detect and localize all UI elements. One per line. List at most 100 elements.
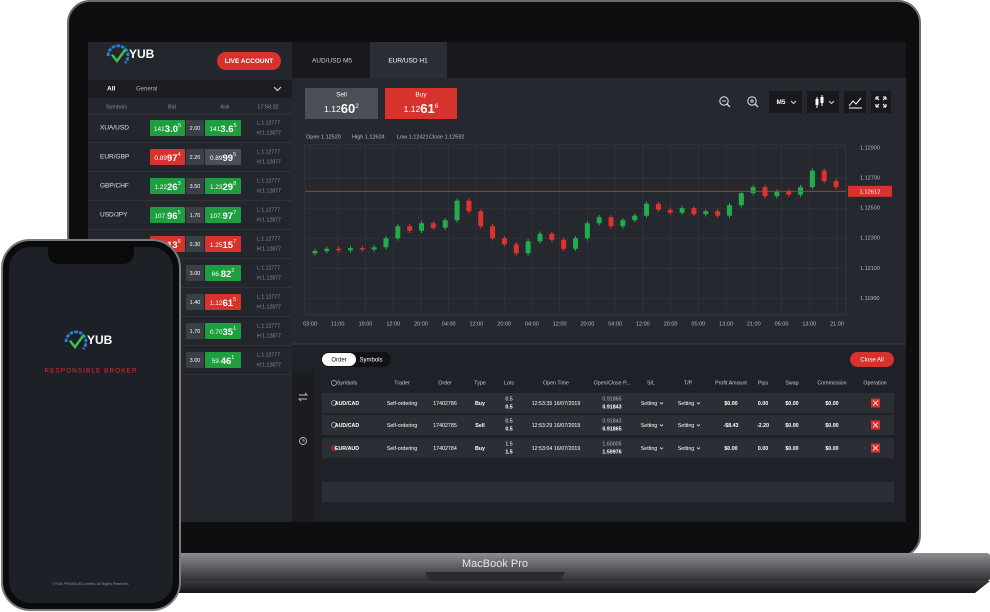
candle-body (833, 181, 839, 188)
cell-sl[interactable]: Setting (641, 446, 658, 452)
symbol: XUA/USD (100, 125, 129, 132)
account-button-label: LIVE ACCOUNT (225, 58, 274, 65)
row-radio[interactable] (331, 400, 337, 406)
column-header: Bid (168, 104, 176, 110)
high-price: H:1.12877 (257, 304, 281, 310)
ask-box[interactable] (205, 120, 241, 136)
x-tick-label: 20:00 (414, 321, 428, 327)
buy-price: 1.12616 (404, 101, 439, 116)
ask-box[interactable] (205, 294, 241, 310)
price-sup: 5 (178, 124, 181, 130)
candle-body (703, 211, 709, 215)
bid-box[interactable] (150, 120, 185, 136)
logo-text: YUB (129, 47, 155, 61)
price-big: 29 (223, 182, 234, 193)
ask-box[interactable] (205, 323, 241, 339)
ask-box[interactable] (205, 265, 241, 281)
candle-body (513, 244, 519, 254)
table-header: Swap (785, 380, 798, 386)
dropdown-arrow (696, 447, 701, 450)
cell-tp[interactable]: Setting (678, 401, 695, 407)
bid-box[interactable] (150, 178, 185, 194)
close-all-button[interactable] (850, 352, 894, 367)
spread-box (186, 236, 204, 252)
segment-tab[interactable]: Symbols (359, 358, 382, 364)
candle-body (786, 191, 792, 195)
price-big: 61 (420, 101, 434, 116)
candle-body (383, 238, 389, 248)
candle-body (596, 217, 602, 224)
account-button[interactable] (217, 52, 281, 70)
bid-price: 0.89974 (154, 153, 180, 164)
row-radio-dot (332, 446, 336, 450)
logo-check (69, 334, 85, 350)
ask-box[interactable] (205, 352, 241, 368)
table-row (322, 438, 894, 458)
ask-box[interactable] (205, 207, 241, 223)
row-radio[interactable] (331, 445, 337, 451)
spread: 3.00 (190, 358, 201, 364)
close-all-label[interactable]: Close All (860, 358, 883, 364)
x-tick-label: 19:00 (359, 321, 373, 327)
price-big: 13 (167, 240, 178, 251)
tab[interactable]: EUR/USD H1 (388, 58, 428, 65)
cell-tp[interactable]: Setting (678, 423, 695, 429)
bid-box[interactable] (150, 149, 185, 165)
spread-box (186, 352, 204, 368)
phone-tagline: RESPONSIBLE BROKER (44, 368, 137, 375)
ohlc-readout: Close 1.12592 (429, 134, 464, 140)
low-price: L:1.12777 (257, 323, 280, 329)
x-tick-label: 12:00 (636, 321, 650, 327)
zoom-in[interactable] (747, 96, 757, 106)
cell-open_time: 12:53:35 16/07/2019 (532, 401, 581, 407)
cell-commission: $0.00 (825, 423, 838, 429)
ask-box[interactable] (205, 178, 241, 194)
segment-tab[interactable]: Order (331, 358, 346, 364)
candle-body (679, 208, 685, 213)
high-price: H:1.12877 (257, 130, 281, 136)
toolbar-button[interactable] (871, 91, 891, 113)
segment-active[interactable] (322, 353, 356, 366)
x-tick-label: 20:00 (580, 321, 594, 327)
ask-box[interactable] (205, 149, 241, 165)
candle-body (644, 203, 650, 216)
zoom-out[interactable] (719, 96, 729, 106)
table-header: T/P (684, 380, 693, 386)
low-price: L:1.12777 (257, 149, 280, 155)
candle-body (336, 248, 342, 251)
swap-icon (297, 392, 309, 402)
tab[interactable]: AUD/USD M5 (312, 58, 352, 65)
x-tick-label: 12:00 (470, 321, 484, 327)
buy-button[interactable] (385, 88, 457, 119)
dropdown-arrow[interactable] (273, 86, 282, 92)
row-radio[interactable] (331, 422, 337, 428)
cell-price: 1.60005 (602, 441, 621, 447)
dropdown-arrow (696, 402, 701, 405)
toolbar-button[interactable] (844, 91, 866, 113)
toolbar-button[interactable] (769, 91, 802, 113)
price-big: 35 (223, 327, 234, 338)
low-price: L:1.12777 (257, 236, 280, 242)
x-tick-label: 04:00 (442, 321, 456, 327)
x-tick-label: 04:00 (525, 321, 539, 327)
candle-body (371, 247, 377, 250)
cell-price: 0.91865 (602, 426, 621, 432)
ask-price: 66.822 (212, 269, 235, 280)
bid-box[interactable] (150, 207, 185, 223)
ask-box[interactable] (205, 236, 241, 252)
candle-body (821, 170, 827, 182)
dropdown-arrow (659, 447, 664, 450)
candle-body (774, 191, 780, 197)
cell-price: 0.91865 (602, 396, 621, 402)
sell-button[interactable] (305, 88, 378, 119)
table-header: Symbols (337, 380, 358, 386)
cell-sl[interactable]: Setting (641, 423, 658, 429)
high-price: H:1.12877 (257, 275, 281, 281)
cell-tp[interactable]: Setting (678, 446, 695, 452)
cell-sl[interactable]: Setting (641, 401, 658, 407)
low-price: L:1.12777 (257, 178, 280, 184)
select-all[interactable] (331, 380, 337, 386)
zoom-handle (754, 103, 759, 108)
dropdown-arrow (790, 100, 797, 105)
spread-box (186, 149, 204, 165)
